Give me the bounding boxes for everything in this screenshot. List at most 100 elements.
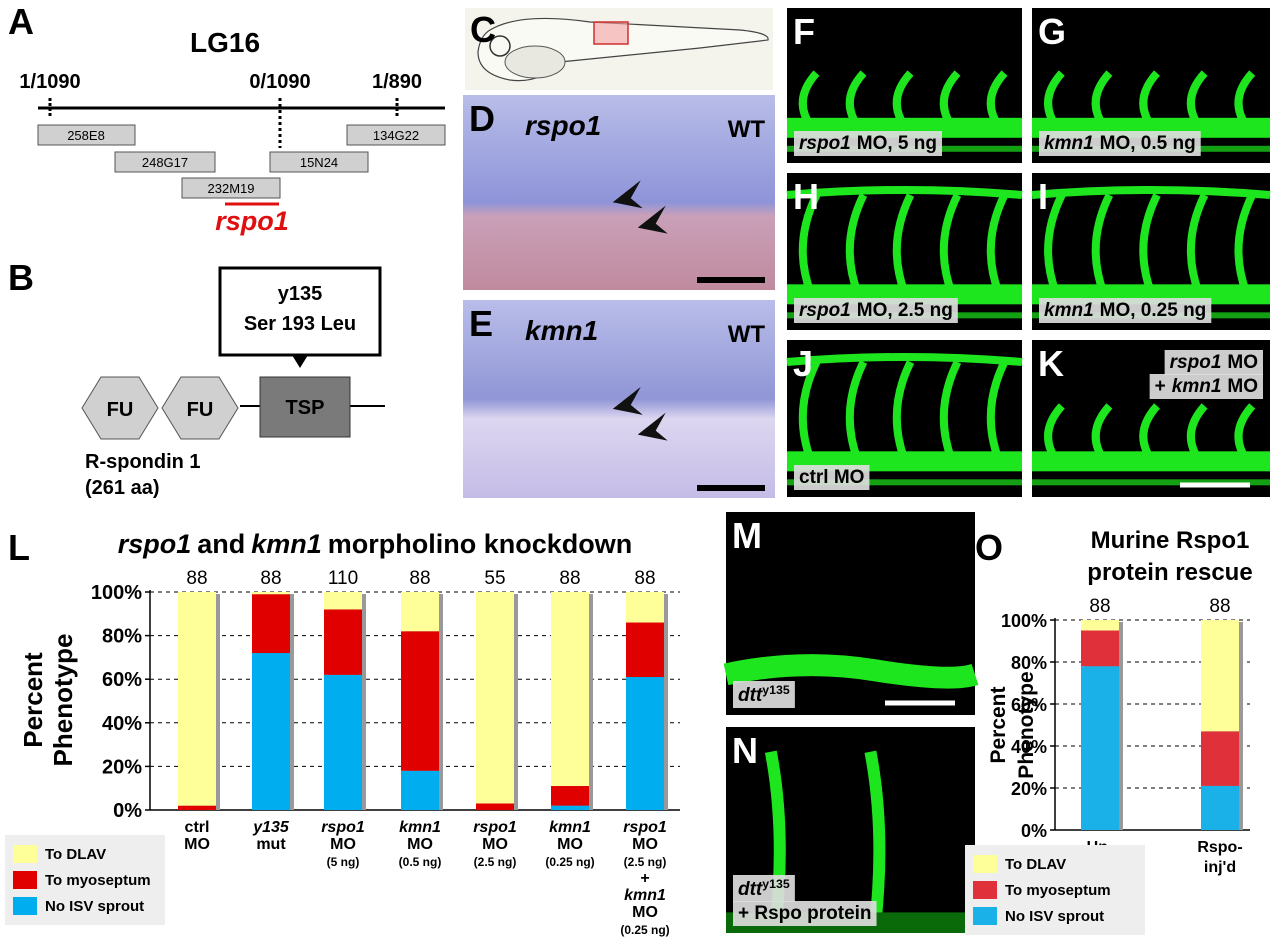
panel-label: I	[1038, 176, 1048, 217]
text-segment: rspo1	[118, 529, 192, 559]
text-segment: rspo1	[799, 300, 851, 321]
legend-swatch	[973, 855, 997, 873]
bar-segment	[1081, 620, 1119, 631]
sprout	[1139, 193, 1161, 294]
caption-box	[733, 875, 795, 902]
text-segment: + Rspo protein	[738, 903, 872, 924]
legend-label: To DLAV	[1005, 856, 1066, 873]
text-segment: MO, 2.5 ng	[857, 300, 953, 321]
chart-title: rspo1 and kmn1 morpholino knockdown	[118, 529, 633, 559]
y-tick-label: 60%	[102, 669, 142, 691]
x-tick-label: MO	[184, 836, 210, 853]
bar-segment	[476, 592, 514, 804]
x-tick-label: +	[640, 870, 649, 887]
text-segment: (0.25 ng)	[620, 923, 669, 937]
caption: + kmn1 MO	[1155, 376, 1258, 397]
legend-label: To myoseptum	[1005, 882, 1111, 899]
bar-segment	[252, 594, 290, 654]
caption-box	[1039, 298, 1212, 323]
text-segment: kmn1	[549, 819, 591, 836]
x-tick-label: (0.25 ng)	[545, 855, 594, 869]
text-segment: rspo1	[473, 819, 517, 836]
legend-label: To myoseptum	[45, 872, 151, 889]
image-panel: kmn1 MO, 0.5 ng G	[1032, 8, 1270, 163]
legend-swatch	[13, 897, 37, 915]
protein-length: (261 aa)	[85, 477, 160, 499]
y-tick-label: 60%	[1011, 695, 1047, 715]
panel-label: J	[793, 343, 813, 384]
sprout	[845, 193, 868, 294]
panel-label: O	[975, 527, 1003, 568]
sprout	[1091, 403, 1113, 462]
y-axis-label: Phenotype	[48, 634, 78, 767]
y-tick-label: 40%	[102, 713, 142, 735]
image-panel: ctrl MO J	[786, 340, 1023, 497]
mutation-label: y135	[278, 283, 323, 305]
clone-label: 134G22	[373, 128, 419, 143]
text-segment: MO	[632, 836, 658, 853]
panel-label: M	[732, 515, 762, 556]
sprout	[1234, 403, 1256, 462]
count-label: 88	[409, 568, 430, 589]
caption: dtty135	[738, 877, 790, 900]
bar-segment	[1201, 620, 1239, 732]
chart-title: protein rescue	[1087, 559, 1252, 586]
x-tick-label: ctrl	[185, 819, 210, 836]
vessel	[1031, 185, 1271, 199]
image-panel: rspo1 MO+ kmn1 MOK	[1032, 340, 1270, 497]
text-segment: (0.25 ng)	[545, 855, 594, 869]
x-tick-label: inj'd	[1204, 859, 1236, 876]
vessel	[1032, 479, 1270, 486]
text-segment: MO	[1227, 352, 1258, 373]
domain-label: FU	[187, 399, 214, 421]
clone: 15N24	[269, 151, 369, 173]
image-panel: kmn1 MO, 0.25 ng I	[1031, 173, 1271, 330]
text-segment: ctrl	[185, 819, 210, 836]
text-segment: rspo1	[321, 819, 365, 836]
x-tick-label: Rspo-	[1197, 839, 1242, 856]
marker-label: 1/1090	[19, 71, 80, 93]
text-segment: protein rescue	[1087, 559, 1252, 586]
caption-box	[1149, 374, 1263, 399]
legend-swatch	[13, 845, 37, 863]
domain-fu	[81, 376, 159, 440]
text-segment: (5 ng)	[327, 855, 360, 869]
bar-segment	[324, 609, 362, 675]
mutation-pointer	[292, 355, 308, 368]
caption-box	[794, 465, 870, 490]
panel-c: C	[465, 8, 773, 90]
x-tick-label: kmn1	[624, 887, 666, 904]
caption: kmn1 MO, 0.25 ng	[1044, 300, 1206, 321]
caption-box	[733, 901, 877, 926]
image-panel: kmn1 WT E	[463, 300, 775, 498]
domain-fu	[161, 376, 239, 440]
text-segment: (0.5 ng)	[399, 855, 442, 869]
caption: + Rspo protein	[738, 903, 872, 924]
chart-title: Murine Rspo1	[1091, 527, 1250, 554]
image-panel: rspo1 MO, 5 ng F	[787, 8, 1022, 163]
sprout	[1091, 193, 1113, 294]
bar-segment	[1201, 731, 1239, 786]
count-label: 88	[559, 568, 580, 589]
y-tick-label: 100%	[1001, 611, 1047, 631]
x-tick-label: MO	[482, 836, 508, 853]
x-tick-label: MO	[632, 836, 658, 853]
image-panel: rspo1 WT D	[463, 95, 775, 290]
text-segment: y135	[762, 683, 790, 697]
protein-name: R-spondin 1	[85, 451, 201, 473]
legend-label: No ISV sprout	[45, 898, 144, 915]
count-label: 88	[1089, 596, 1110, 617]
text-segment: dtt	[738, 685, 763, 706]
panel-b: B y135 Ser 193 Leu FU FU TSP R-spondin 1…	[8, 257, 385, 499]
bar-segment	[401, 631, 439, 771]
clone: 232M19	[181, 177, 281, 199]
bar-segment	[252, 653, 290, 810]
gene-label: kmn1	[525, 315, 598, 346]
text-segment: MO	[330, 836, 356, 853]
sprout	[892, 360, 915, 461]
bar-segment	[1081, 666, 1119, 830]
clone-label: 15N24	[300, 155, 338, 170]
